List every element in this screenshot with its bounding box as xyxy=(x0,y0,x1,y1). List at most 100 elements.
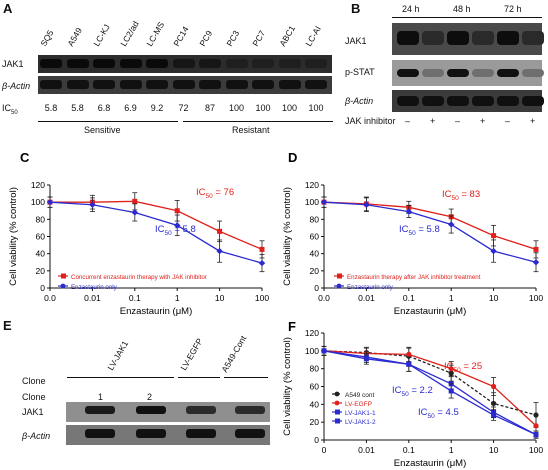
band-actin-b xyxy=(497,96,519,106)
x-tick-label: 0.01 xyxy=(358,293,375,303)
ic50-annotation: IC50 = 25 xyxy=(444,361,482,374)
y-tick-label: 60 xyxy=(310,232,320,242)
ic50-value: 87 xyxy=(204,103,215,113)
inhibitor-sign: + xyxy=(430,116,436,126)
x-tick-label: 0.01 xyxy=(84,293,101,303)
band-jak1-b xyxy=(472,31,494,45)
legend-label: LV-JAK1-1 xyxy=(345,410,376,417)
x-axis-title: Enzastaurin (μM) xyxy=(394,458,467,469)
data-point xyxy=(132,198,138,204)
data-point xyxy=(448,388,454,394)
x-tick-label: 0.0 xyxy=(44,293,56,303)
panel-label-a: A xyxy=(3,1,13,16)
lane-label: ABC1 xyxy=(276,23,297,48)
y-axis-title: Cell viability (% control) xyxy=(8,187,19,286)
inhibitor-sign: + xyxy=(480,116,486,126)
band-jak1-e xyxy=(186,406,216,414)
band-actin-b xyxy=(447,96,469,106)
band-actin-b xyxy=(522,96,544,106)
y-tick-label: 120 xyxy=(305,328,319,338)
lane-label: PC14 xyxy=(170,24,191,48)
ic50-annotation: IC50 = 4.5 xyxy=(418,407,459,420)
band-jak1 xyxy=(119,59,142,68)
panel-label-b: B xyxy=(351,1,361,16)
x-tick-label: 0.1 xyxy=(129,293,141,303)
data-point xyxy=(448,221,455,228)
x-tick-label: 100 xyxy=(529,445,543,455)
ic50-value: 100 xyxy=(281,103,298,113)
series-line xyxy=(323,201,537,263)
time-label: 48 h xyxy=(453,4,471,14)
band-jak1-b xyxy=(422,31,444,45)
y-tick-label: 120 xyxy=(305,180,319,190)
band-actin-e xyxy=(85,429,115,438)
band-jak1-b xyxy=(397,31,419,45)
y-tick-label: 20 xyxy=(36,266,46,276)
band-actin-e xyxy=(136,429,166,438)
data-point xyxy=(491,412,497,418)
group-line-lv-egfp xyxy=(178,377,220,378)
row-label-jak1-b: JAK1 xyxy=(345,36,367,46)
y-tick-label: 120 xyxy=(31,180,45,190)
sensitive-line xyxy=(38,121,178,122)
data-point xyxy=(491,400,497,407)
x-tick-label: 0.01 xyxy=(358,445,375,455)
data-point xyxy=(406,361,412,367)
row-label-actin-b: β-Actin xyxy=(345,96,374,106)
legend-marker xyxy=(334,400,340,406)
legend-label: A549 cont xyxy=(345,392,374,399)
legend-label: Enzastaurin only xyxy=(347,284,394,291)
legend-marker xyxy=(61,273,66,279)
y-tick-label: 0 xyxy=(314,283,319,293)
y-axis-title: Cell viability (% control) xyxy=(282,337,293,436)
row-label-jak1-a: JAK1 xyxy=(2,59,24,69)
y-tick-label: 40 xyxy=(310,249,320,259)
row-label-jak1-e: JAK1 xyxy=(22,407,44,417)
data-point xyxy=(321,348,327,354)
x-tick-label: 0.0 xyxy=(318,293,330,303)
series-line xyxy=(323,350,537,436)
band-pstat-b xyxy=(397,69,419,77)
data-point xyxy=(532,259,540,266)
band-actin xyxy=(305,80,327,89)
band-jak1 xyxy=(305,59,327,68)
band-jak1-b xyxy=(522,31,544,45)
lane-label: LC2/ad xyxy=(117,19,141,48)
ic50-value: 9.2 xyxy=(150,103,164,113)
legend-label: Concurrent enzastaurin therapy with JAK … xyxy=(71,274,207,281)
blot-actin-e xyxy=(66,425,270,445)
y-tick-label: 80 xyxy=(310,364,320,374)
x-tick-label: 0.1 xyxy=(403,293,415,303)
band-jak1-e xyxy=(85,406,115,414)
panel-label: D xyxy=(288,150,297,165)
y-tick-label: 20 xyxy=(310,417,320,427)
ic50-value: 5.8 xyxy=(71,103,84,113)
band-jak1 xyxy=(40,59,62,68)
clone-header: Clone xyxy=(22,376,46,386)
data-point xyxy=(320,198,328,206)
clone-number-1: 1 xyxy=(98,392,104,402)
band-actin xyxy=(225,80,248,89)
y-tick-label: 40 xyxy=(36,249,46,259)
clone-number-2: 2 xyxy=(147,392,153,402)
legend-label: Enzastaurin only xyxy=(71,284,118,291)
band-pstat-b xyxy=(422,69,444,77)
x-tick-label: 0 xyxy=(322,445,327,455)
band-jak1 xyxy=(252,59,274,68)
ic50-value: 100 xyxy=(255,103,271,113)
band-jak1-e xyxy=(136,406,166,414)
chart-f: F 0 20 40 60 80 100 120 0 0.01 0.1 1 10 100 Enzastauri… xyxy=(282,319,543,469)
inhibitor-label: JAK inhibitor xyxy=(345,116,396,126)
data-point xyxy=(491,383,497,390)
y-tick-label: 60 xyxy=(36,232,46,242)
group-resistant: Resistant xyxy=(232,125,270,135)
y-tick-label: 0 xyxy=(40,283,45,293)
band-actin xyxy=(93,80,115,89)
lane-label: PC9 xyxy=(197,28,215,48)
y-tick-label: 100 xyxy=(305,197,319,207)
data-point xyxy=(174,208,180,214)
band-jak1-b xyxy=(447,31,469,45)
row-label-pstat-b: p-STAT xyxy=(345,67,375,77)
ic50-value: 72 xyxy=(178,103,189,113)
data-point xyxy=(406,351,412,357)
